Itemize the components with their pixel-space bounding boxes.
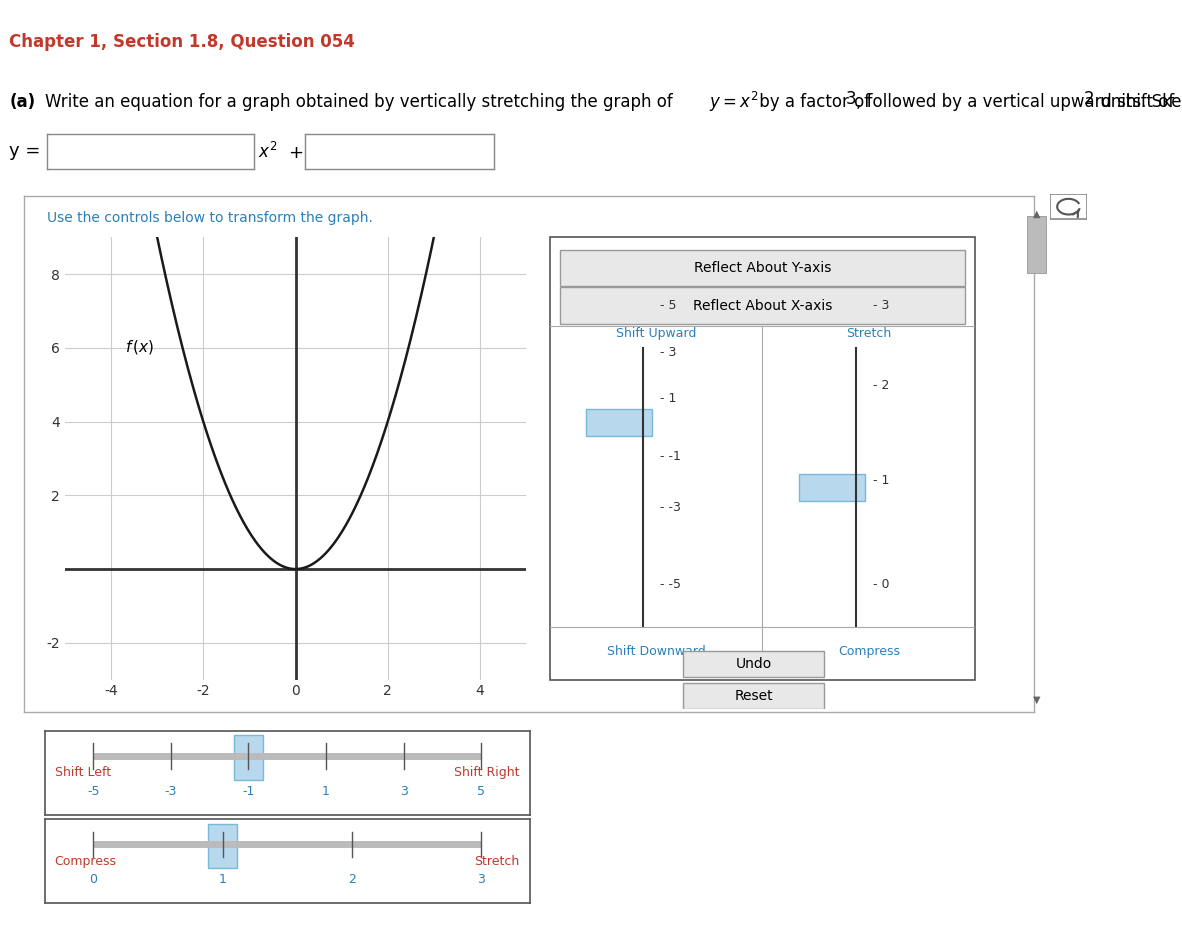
FancyBboxPatch shape: [560, 250, 965, 286]
FancyBboxPatch shape: [1027, 216, 1046, 273]
Text: ▼: ▼: [1033, 695, 1040, 705]
Text: $2$: $2$: [1083, 90, 1093, 108]
Text: Stretch: Stretch: [846, 327, 891, 340]
FancyBboxPatch shape: [560, 288, 965, 324]
FancyBboxPatch shape: [1050, 194, 1087, 220]
Text: - 1: - 1: [873, 474, 889, 487]
Text: $x^2$: $x^2$: [258, 142, 277, 162]
FancyBboxPatch shape: [799, 474, 864, 502]
Text: , followed by a vertical upward shift of: , followed by a vertical upward shift of: [856, 93, 1180, 111]
Text: $y = x^2$: $y = x^2$: [709, 90, 759, 115]
FancyBboxPatch shape: [683, 683, 824, 708]
Text: Write an equation for a graph obtained by vertically stretching the graph of: Write an equation for a graph obtained b…: [45, 93, 683, 111]
Text: Reset: Reset: [734, 689, 773, 703]
FancyBboxPatch shape: [208, 824, 238, 869]
Text: 2: 2: [348, 873, 356, 886]
Text: - 3: - 3: [661, 346, 676, 358]
Text: ▲: ▲: [1033, 209, 1040, 219]
Text: units. Ske: units. Ske: [1095, 93, 1181, 111]
Text: 3: 3: [478, 873, 485, 886]
Text: - 1: - 1: [661, 392, 676, 405]
Text: 5: 5: [478, 785, 485, 798]
Text: Compress: Compress: [838, 645, 900, 658]
Text: -1: -1: [242, 785, 254, 798]
Text: - -3: - -3: [661, 501, 681, 514]
Text: Stretch: Stretch: [475, 855, 520, 868]
FancyBboxPatch shape: [683, 652, 824, 677]
Text: Reflect About X-axis: Reflect About X-axis: [693, 299, 832, 313]
Text: - -5: - -5: [661, 578, 681, 591]
Text: $f\,(x)$: $f\,(x)$: [125, 338, 155, 357]
Text: Shift Right: Shift Right: [454, 766, 520, 779]
Text: Use the controls below to transform the graph.: Use the controls below to transform the …: [47, 211, 374, 225]
Text: y =: y =: [9, 142, 41, 159]
Text: Shift Upward: Shift Upward: [616, 327, 696, 340]
Text: - 3: - 3: [873, 300, 889, 313]
Text: 1: 1: [322, 785, 330, 798]
Text: Chapter 1, Section 1.8, Question 054: Chapter 1, Section 1.8, Question 054: [9, 33, 356, 50]
Text: $3$: $3$: [845, 90, 857, 108]
Text: - 0: - 0: [873, 578, 890, 591]
FancyBboxPatch shape: [586, 409, 651, 437]
Text: - 2: - 2: [873, 379, 889, 392]
Text: by a factor of: by a factor of: [754, 93, 876, 111]
Text: 0: 0: [90, 873, 97, 886]
Text: Undo: Undo: [735, 657, 772, 671]
Text: 1: 1: [219, 873, 227, 886]
Text: (a): (a): [9, 93, 35, 111]
FancyBboxPatch shape: [550, 237, 975, 680]
Text: Compress: Compress: [54, 855, 117, 868]
Text: - 5: - 5: [661, 300, 677, 313]
Text: Shift Downward: Shift Downward: [606, 645, 706, 658]
Text: Shift Left: Shift Left: [54, 766, 111, 779]
FancyBboxPatch shape: [234, 735, 262, 780]
Text: +: +: [288, 144, 304, 162]
Text: - -1: - -1: [661, 450, 681, 463]
Text: Reflect About Y-axis: Reflect About Y-axis: [694, 261, 831, 275]
Text: 3: 3: [400, 785, 408, 798]
Text: -5: -5: [87, 785, 99, 798]
Text: -3: -3: [164, 785, 177, 798]
